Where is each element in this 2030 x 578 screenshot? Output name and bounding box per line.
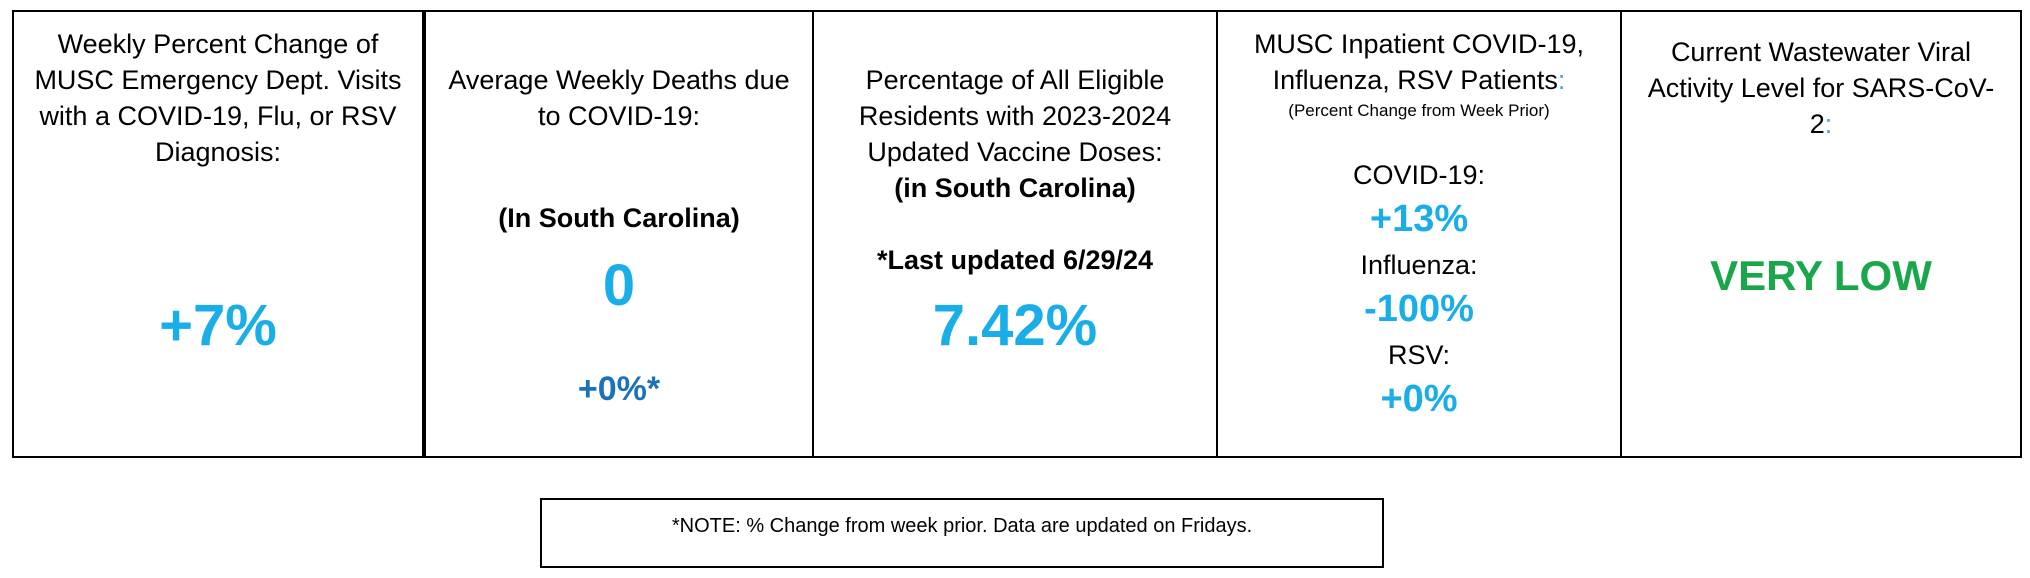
inpatient-title-text: MUSC Inpatient COVID-19, Influenza, RSV … xyxy=(1253,29,1585,95)
inpatient-value-covid: +13% xyxy=(1369,198,1469,240)
inpatient-label-influenza: Influenza: xyxy=(1360,250,1478,280)
inpatient-note: (Percent Change from Week Prior) xyxy=(1288,101,1550,120)
vaccine-value: 7.42% xyxy=(932,293,1098,358)
panel-ed-visits: Weekly Percent Change of MUSC Emergency … xyxy=(14,12,422,456)
wastewater-title-text: Current Wastewater Viral Activity Level … xyxy=(1647,37,1995,139)
panel-title: Percentage of All Eligible Residents wit… xyxy=(830,26,1200,314)
vaccine-updated: *Last updated 6/29/24 xyxy=(876,245,1154,275)
ed-visits-value: +7% xyxy=(159,293,277,358)
panel-title: Current Wastewater Viral Activity Level … xyxy=(1638,34,2004,142)
panel-title: Average Weekly Deaths due to COVID-19: (… xyxy=(442,26,796,272)
panel-title: MUSC Inpatient COVID-19, Influenza, RSV … xyxy=(1230,26,1608,98)
panel-inpatient: MUSC Inpatient COVID-19, Influenza, RSV … xyxy=(1216,12,1620,456)
inpatient-value-rsv: +0% xyxy=(1380,378,1458,420)
deaths-change: +0%* xyxy=(577,370,661,408)
inpatient-value-influenza: -100% xyxy=(1364,288,1474,330)
inpatient-list: COVID-19: +13% Influenza: -100% RSV: +0% xyxy=(1218,157,1620,427)
panel-title: Weekly Percent Change of MUSC Emergency … xyxy=(34,29,402,167)
footnote-box: *NOTE: % Change from week prior. Data ar… xyxy=(540,498,1384,568)
inpatient-label-covid: COVID-19: xyxy=(1352,160,1486,190)
panel-wastewater: Current Wastewater Viral Activity Level … xyxy=(1620,12,2020,456)
deaths-value: 0 xyxy=(602,253,636,318)
vaccine-title-text: Percentage of All Eligible Residents wit… xyxy=(858,65,1172,167)
dashboard-panels: Weekly Percent Change of MUSC Emergency … xyxy=(12,10,2022,458)
panel-vaccine: Percentage of All Eligible Residents wit… xyxy=(812,12,1216,456)
inpatient-title-colon: : xyxy=(1557,65,1566,95)
wastewater-level: VERY LOW xyxy=(1710,252,1932,299)
wastewater-title-colon: : xyxy=(1824,109,1833,139)
panel-deaths: Average Weekly Deaths due to COVID-19: (… xyxy=(422,12,812,456)
deaths-title-text: Average Weekly Deaths due to COVID-19: xyxy=(448,65,790,131)
footnote-text: *NOTE: % Change from week prior. Data ar… xyxy=(671,515,1253,537)
deaths-region: (In South Carolina) xyxy=(498,203,740,233)
vaccine-region: (in South Carolina) xyxy=(894,173,1136,203)
inpatient-label-rsv: RSV: xyxy=(1387,340,1450,370)
